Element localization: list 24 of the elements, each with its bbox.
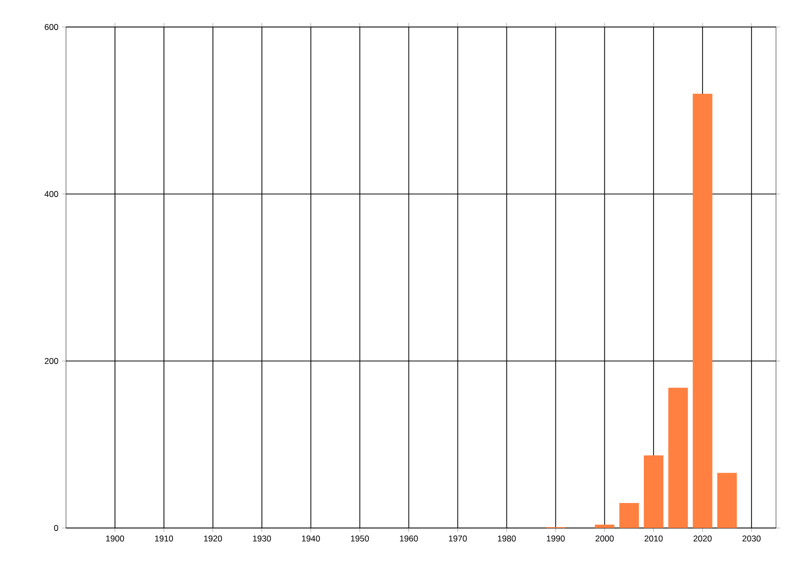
bar	[692, 94, 712, 528]
x-tick-label: 1970	[448, 536, 467, 542]
bar	[594, 524, 614, 528]
y-tick-label: 200	[44, 358, 58, 364]
x-tick-label: 2010	[644, 536, 663, 542]
x-tick-label: 2020	[694, 536, 712, 542]
x-tick-label: 1940	[302, 536, 320, 542]
bar	[717, 472, 737, 528]
bar	[644, 455, 664, 528]
y-tick-label: 400	[44, 191, 58, 197]
x-tick-label: 1900	[106, 536, 124, 542]
x-tick-label: 1980	[498, 536, 516, 542]
x-tick-label: 2000	[596, 536, 614, 542]
x-tick-label: 1910	[155, 536, 174, 542]
x-tick-label: 1920	[204, 536, 222, 542]
bar	[668, 388, 688, 528]
x-tick-label: 2030	[742, 536, 761, 542]
x-tick-label: 1990	[546, 536, 565, 542]
y-tick-label: 0	[54, 525, 58, 531]
x-tick-label: 1960	[400, 536, 418, 542]
x-tick-label: 1930	[253, 536, 271, 542]
y-tick-label: 600	[44, 24, 58, 30]
x-tick-label: 1950	[351, 536, 369, 542]
bar	[619, 502, 639, 528]
